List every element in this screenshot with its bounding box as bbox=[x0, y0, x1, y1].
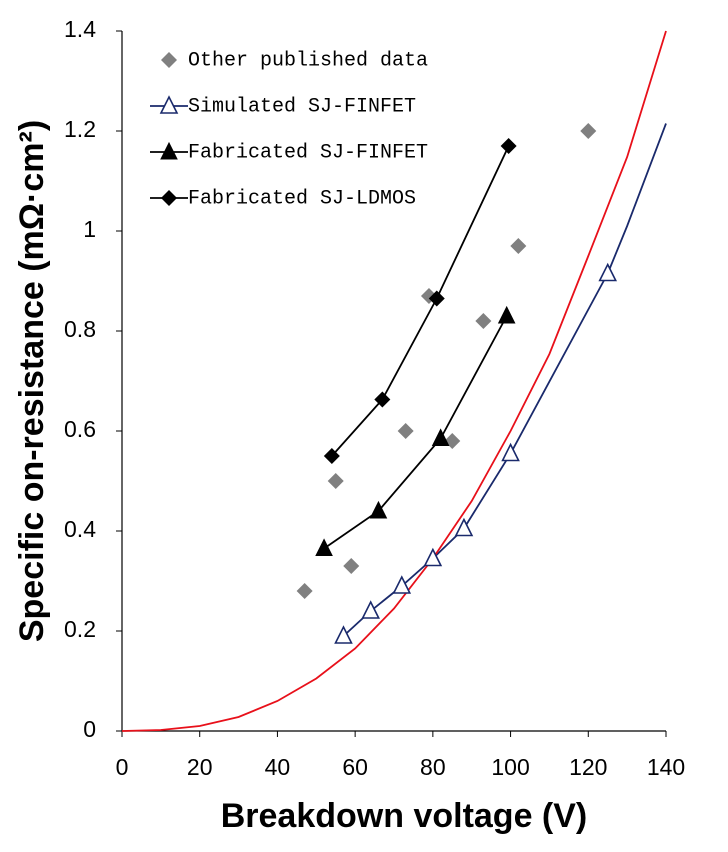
legend: Other published data Simulated SJ-FINFET F… bbox=[136, 38, 452, 216]
legend-marker bbox=[160, 141, 178, 160]
marker bbox=[323, 448, 340, 464]
legend-label: Other published data bbox=[188, 49, 428, 72]
x-tick-label: 80 bbox=[420, 754, 446, 780]
marker bbox=[374, 391, 391, 408]
marker bbox=[475, 313, 492, 329]
legend-label: Simulated SJ-FINFET bbox=[188, 95, 416, 118]
marker bbox=[428, 290, 445, 307]
marker bbox=[327, 473, 344, 489]
marker bbox=[315, 538, 333, 556]
x-tick-label: 100 bbox=[491, 754, 529, 780]
series-line bbox=[323, 315, 508, 550]
x-tick-label: 0 bbox=[116, 754, 129, 780]
marker bbox=[510, 238, 527, 254]
marker bbox=[392, 575, 412, 594]
marker bbox=[431, 428, 450, 446]
y-tick-label: 1.4 bbox=[64, 16, 96, 42]
marker bbox=[497, 305, 516, 324]
x-tick-label: 120 bbox=[569, 754, 607, 780]
legend-marker bbox=[161, 190, 177, 206]
legend-label: Fabricated SJ-LDMOS bbox=[188, 187, 416, 210]
x-axis-title: Breakdown voltage (V) bbox=[221, 797, 588, 835]
marker bbox=[397, 423, 414, 439]
marker bbox=[598, 262, 618, 282]
marker bbox=[361, 600, 380, 619]
legend-box bbox=[136, 38, 452, 216]
marker bbox=[454, 517, 474, 537]
marker bbox=[369, 500, 388, 519]
marker bbox=[334, 625, 353, 644]
y-tick-label: 0.4 bbox=[64, 516, 96, 542]
marker bbox=[501, 442, 520, 462]
marker bbox=[296, 583, 313, 599]
y-tick-label: 0.8 bbox=[64, 316, 96, 342]
legend-marker bbox=[161, 52, 177, 68]
series-line bbox=[342, 273, 609, 637]
y-tick-label: 0.2 bbox=[64, 616, 96, 642]
marker bbox=[343, 558, 360, 574]
legend-marker bbox=[159, 95, 179, 114]
marker bbox=[580, 123, 597, 139]
y-tick-label: 1.2 bbox=[64, 116, 96, 142]
x-tick-label: 20 bbox=[187, 754, 213, 780]
series-line bbox=[121, 30, 667, 732]
x-tick-label: 40 bbox=[265, 754, 291, 780]
y-axis-title: Specific on-resistance (mΩ·cm²) bbox=[13, 120, 51, 642]
y-tick-label: 0 bbox=[83, 716, 96, 742]
marker bbox=[500, 138, 517, 154]
y-tick-label: 0.6 bbox=[64, 416, 96, 442]
marker bbox=[423, 547, 443, 567]
legend-label: Fabricated SJ-FINFET bbox=[188, 141, 428, 164]
x-tick-label: 140 bbox=[647, 754, 685, 780]
series-line bbox=[606, 123, 667, 274]
y-tick-label: 1 bbox=[83, 216, 96, 242]
series-line bbox=[331, 145, 510, 457]
x-tick-label: 60 bbox=[342, 754, 368, 780]
